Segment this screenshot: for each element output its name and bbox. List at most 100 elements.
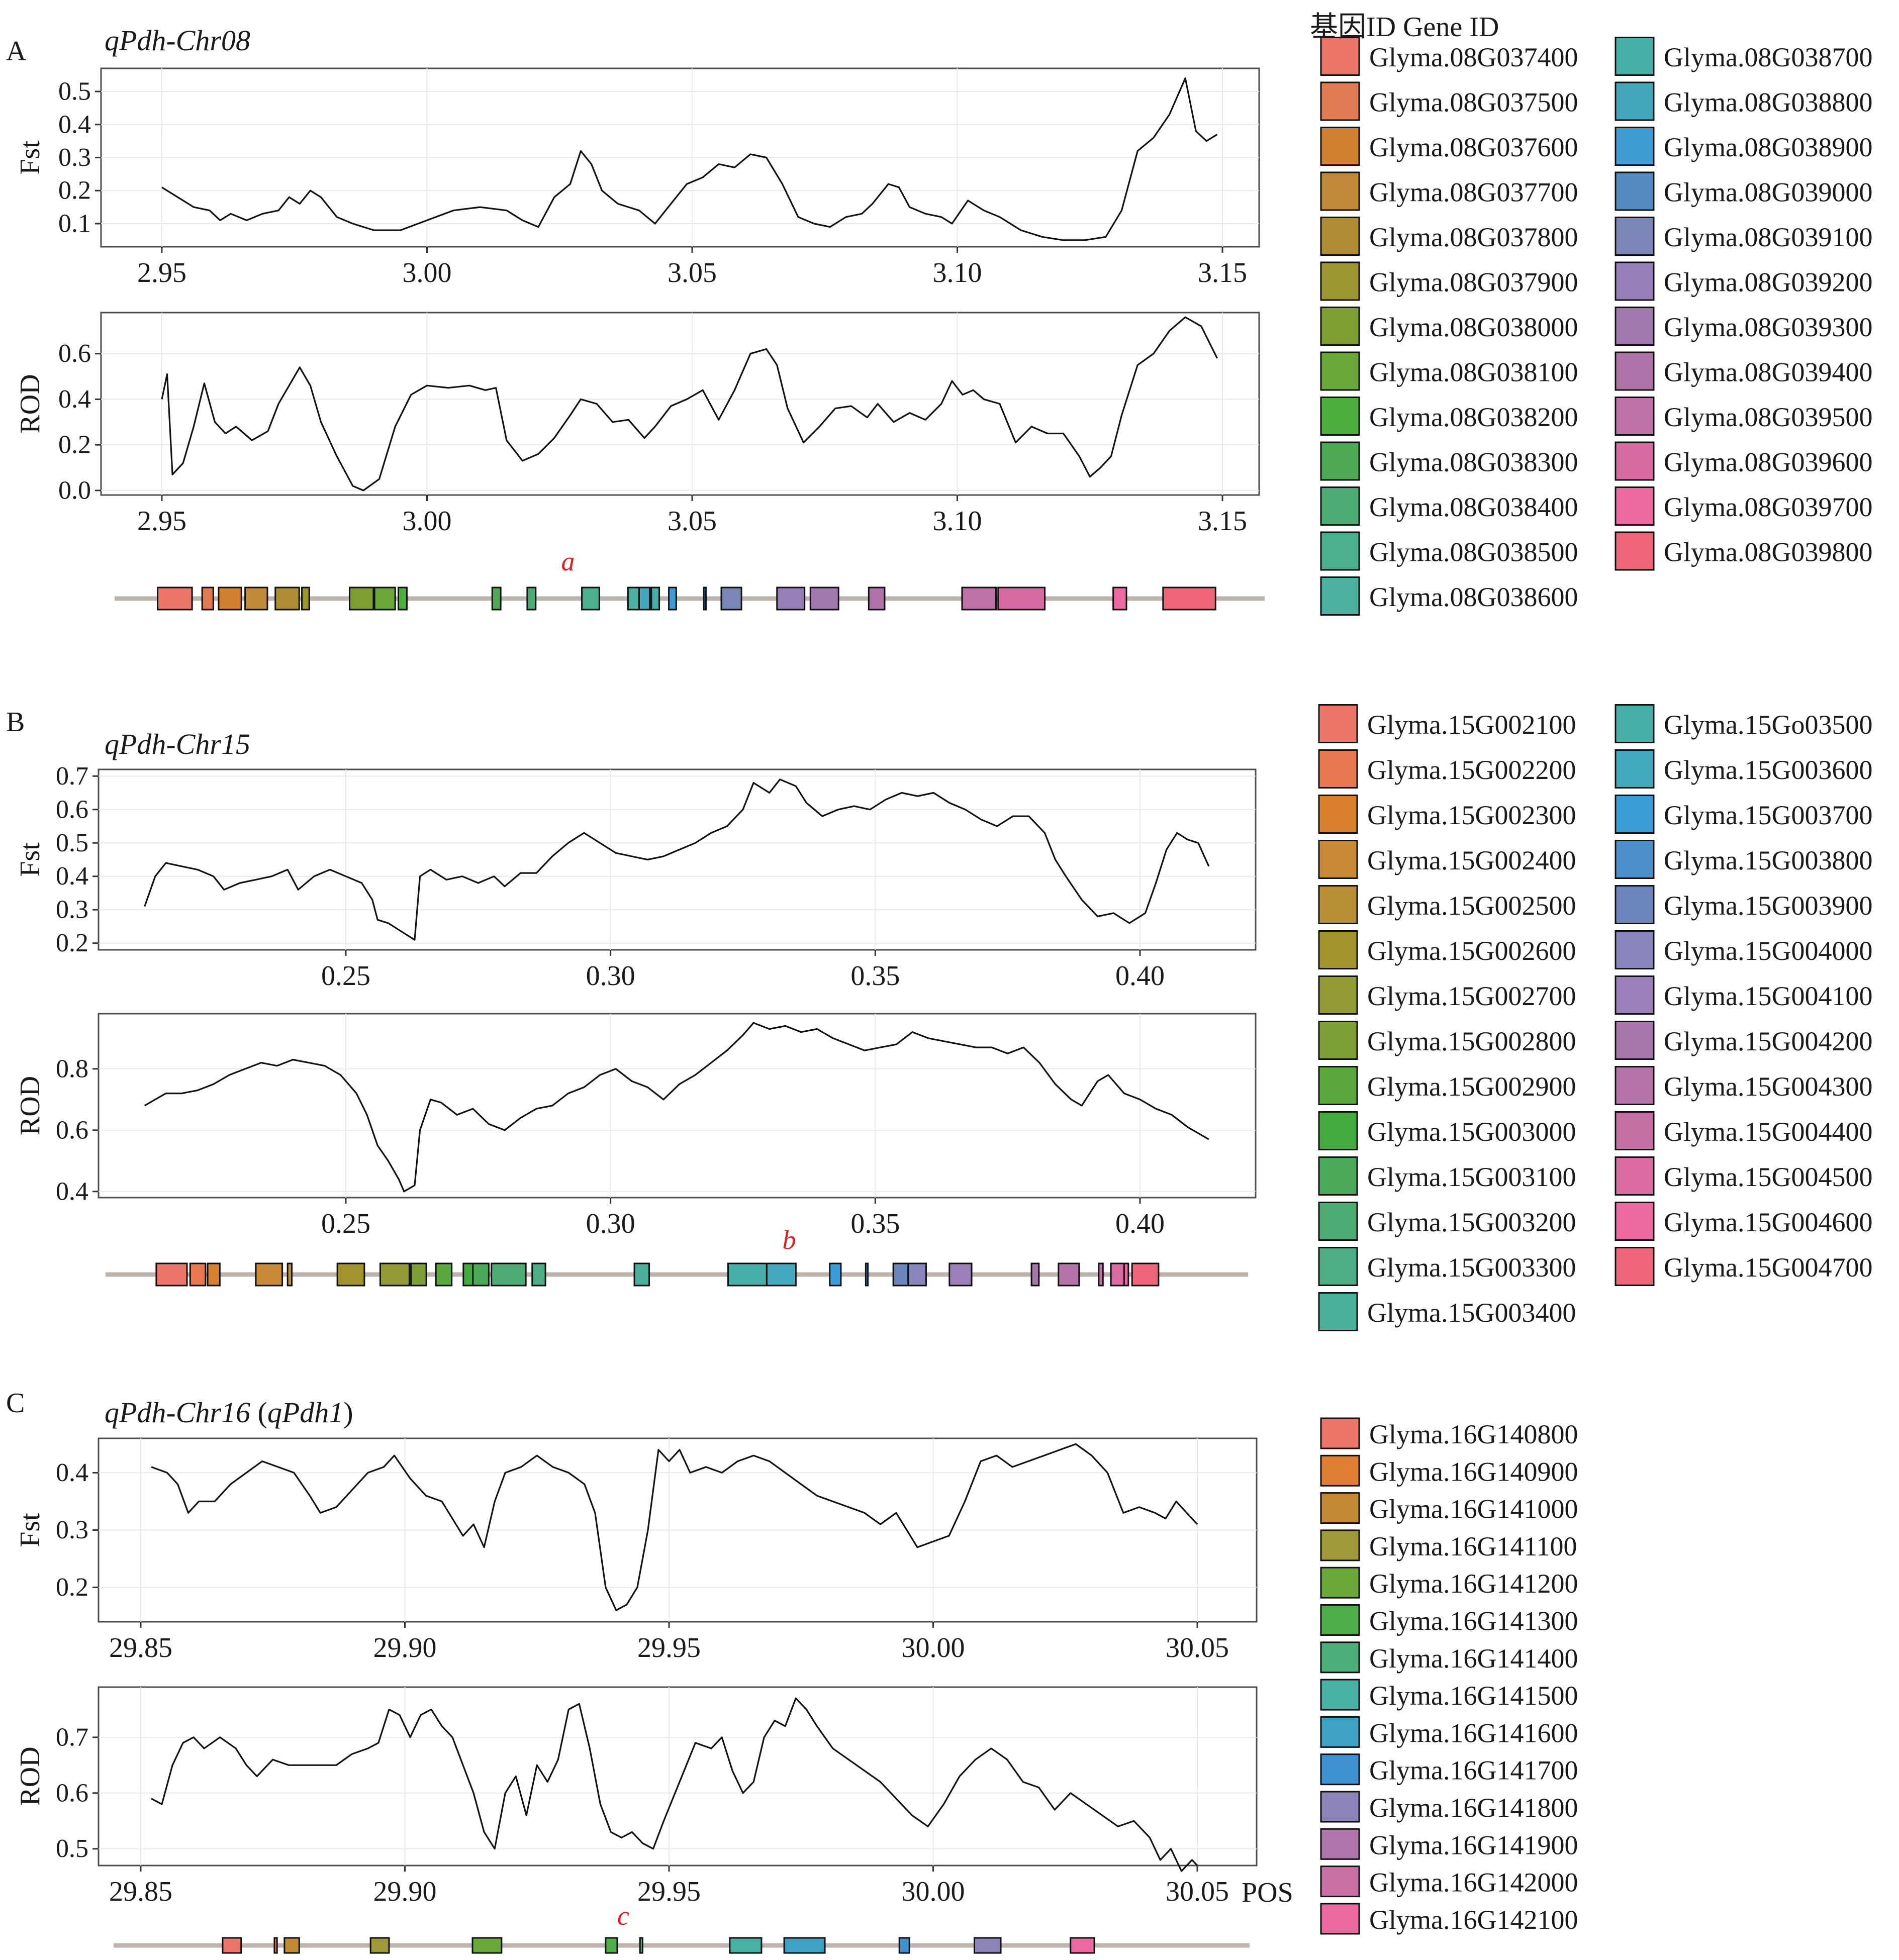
rod-axis-label: ROD — [15, 1746, 46, 1806]
gene-block — [157, 586, 193, 611]
panel-letter: B — [6, 707, 25, 738]
gene-block — [581, 586, 600, 611]
x-tick-label: 0.40 — [1115, 960, 1165, 992]
legend-label: Glyma.15G004400 — [1664, 1117, 1872, 1147]
panel-title-suffix: qPdh1 — [267, 1396, 343, 1429]
gene-block — [189, 1262, 207, 1287]
legend-swatch — [1615, 81, 1655, 121]
x-tick-label: 3.10 — [933, 257, 982, 288]
legend-swatch — [1615, 531, 1655, 571]
legend-swatch — [1320, 397, 1360, 436]
legend-swatch — [1320, 1753, 1360, 1786]
y-tick-label: 0.7 — [56, 762, 88, 791]
legend-label: Glyma.08G037400 — [1369, 42, 1578, 72]
legend-label: Glyma.08G039500 — [1664, 402, 1872, 432]
legend-swatch — [1320, 441, 1360, 481]
y-tick-label: 0.4 — [56, 1458, 88, 1487]
gene-block — [273, 1937, 278, 1954]
legend-swatch — [1320, 1417, 1360, 1449]
legend-swatch — [1615, 840, 1655, 879]
legend-label: Glyma.16G141500 — [1369, 1681, 1578, 1711]
gene-block — [207, 1262, 221, 1287]
gene-block — [155, 1262, 188, 1287]
gene-block — [720, 586, 742, 611]
x-tick-label: 2.95 — [137, 257, 186, 288]
gene-block — [605, 1937, 618, 1954]
legend-swatch — [1615, 486, 1655, 526]
legend-swatch — [1320, 37, 1360, 76]
legend-label: Glyma.15G003900 — [1664, 891, 1872, 921]
rod-plot-frame — [98, 1013, 1257, 1199]
gene-block — [703, 586, 707, 611]
legend-swatch — [1615, 885, 1655, 924]
panel-title: qPdh-Chr16 (qPdh1) — [105, 1396, 353, 1429]
y-tick-label: 0.6 — [56, 795, 88, 824]
y-tick-label: 0.4 — [56, 1177, 88, 1206]
legend-swatch — [1318, 885, 1358, 924]
y-tick-label: 0.2 — [58, 431, 91, 459]
y-tick-label: 0.4 — [56, 862, 88, 891]
gene-block — [783, 1937, 826, 1954]
legend-swatch — [1320, 1492, 1360, 1524]
rod-plot: 0.4 0.6 0.8 0.25 0.30 0.35 0.40 ROD — [15, 1013, 1257, 1239]
x-tick-label: 2.95 — [137, 506, 186, 537]
x-tick-label: 3.00 — [403, 506, 452, 537]
legend-swatch — [1320, 1529, 1360, 1561]
rod-series-line — [144, 1022, 1209, 1193]
gene-block — [369, 1937, 390, 1954]
x-axis-label: POS — [1242, 1877, 1293, 1908]
legend-label: Glyma.15G004500 — [1664, 1162, 1872, 1192]
legend-label: Glyma.08G039700 — [1664, 492, 1872, 522]
gene-block — [776, 586, 806, 611]
gene-block — [668, 586, 677, 611]
rod-axis-label: ROD — [15, 1076, 46, 1135]
legend-label: Glyma.08G037700 — [1369, 177, 1578, 208]
legend-label: Glyma.08G038400 — [1369, 492, 1578, 522]
gene-region-marker: b — [783, 1225, 796, 1255]
legend-label: Glyma.08G039400 — [1664, 357, 1872, 387]
gene-block — [222, 1937, 242, 1954]
legend-swatch — [1615, 1247, 1655, 1286]
legend-swatch — [1615, 351, 1655, 391]
y-tick-label: 0.5 — [56, 1834, 88, 1863]
x-tick-label: 29.90 — [373, 1876, 437, 1907]
rod-plot: 0.5 0.6 0.7 29.85 29.90 29.95 30.00 30.05 ROD — [15, 1686, 1258, 1907]
legend-label: Glyma.15G003700 — [1664, 800, 1872, 830]
x-tick-label: 0.40 — [1115, 1208, 1165, 1239]
x-tick-label: 29.95 — [637, 1876, 701, 1907]
legend-swatch — [1318, 795, 1358, 834]
x-tick-label: 0.25 — [321, 1208, 370, 1239]
legend-label: Glyma.16G141400 — [1369, 1643, 1578, 1674]
gene-block — [865, 1262, 869, 1287]
gene-legend: Glyma.15G002100 Glyma.15G002200 Glyma.15G0… — [1318, 704, 1872, 1331]
gene-block — [948, 1262, 973, 1287]
gene-block — [244, 586, 268, 611]
gene-block — [410, 1262, 427, 1287]
y-tick-label: 0.6 — [56, 1116, 88, 1144]
y-tick-label: 0.6 — [58, 339, 91, 368]
x-tick-label: 0.25 — [321, 960, 370, 992]
x-tick-label: 30.05 — [1166, 1876, 1229, 1907]
y-tick-label: 0.2 — [56, 929, 88, 957]
gene-track: a — [115, 546, 1265, 611]
x-tick-label: 30.00 — [902, 1632, 965, 1663]
y-tick-label: 0.4 — [58, 110, 91, 139]
gene-block — [398, 586, 408, 611]
legend-label: Glyma.15G004100 — [1664, 981, 1872, 1011]
gene-block — [471, 1937, 503, 1954]
legend-label: Glyma.15G004600 — [1664, 1207, 1872, 1237]
x-tick-label: 3.15 — [1198, 506, 1247, 537]
legend-label: Glyma.15G002200 — [1367, 755, 1576, 785]
legend-swatch — [1320, 1828, 1360, 1860]
legend-label: Glyma.15G002700 — [1367, 981, 1576, 1011]
y-tick-label: 0.3 — [56, 1516, 88, 1544]
gene-block — [435, 1262, 453, 1287]
legend-swatch — [1320, 1566, 1360, 1599]
gene-track: b — [106, 1225, 1248, 1287]
legend-label: Glyma.15G002600 — [1367, 936, 1576, 966]
legend-swatch — [1615, 307, 1655, 346]
fst-plot: 0.2 0.3 0.4 0.5 0.6 0.7 0.25 0.30 0.35 0.40 Fst — [15, 762, 1257, 992]
